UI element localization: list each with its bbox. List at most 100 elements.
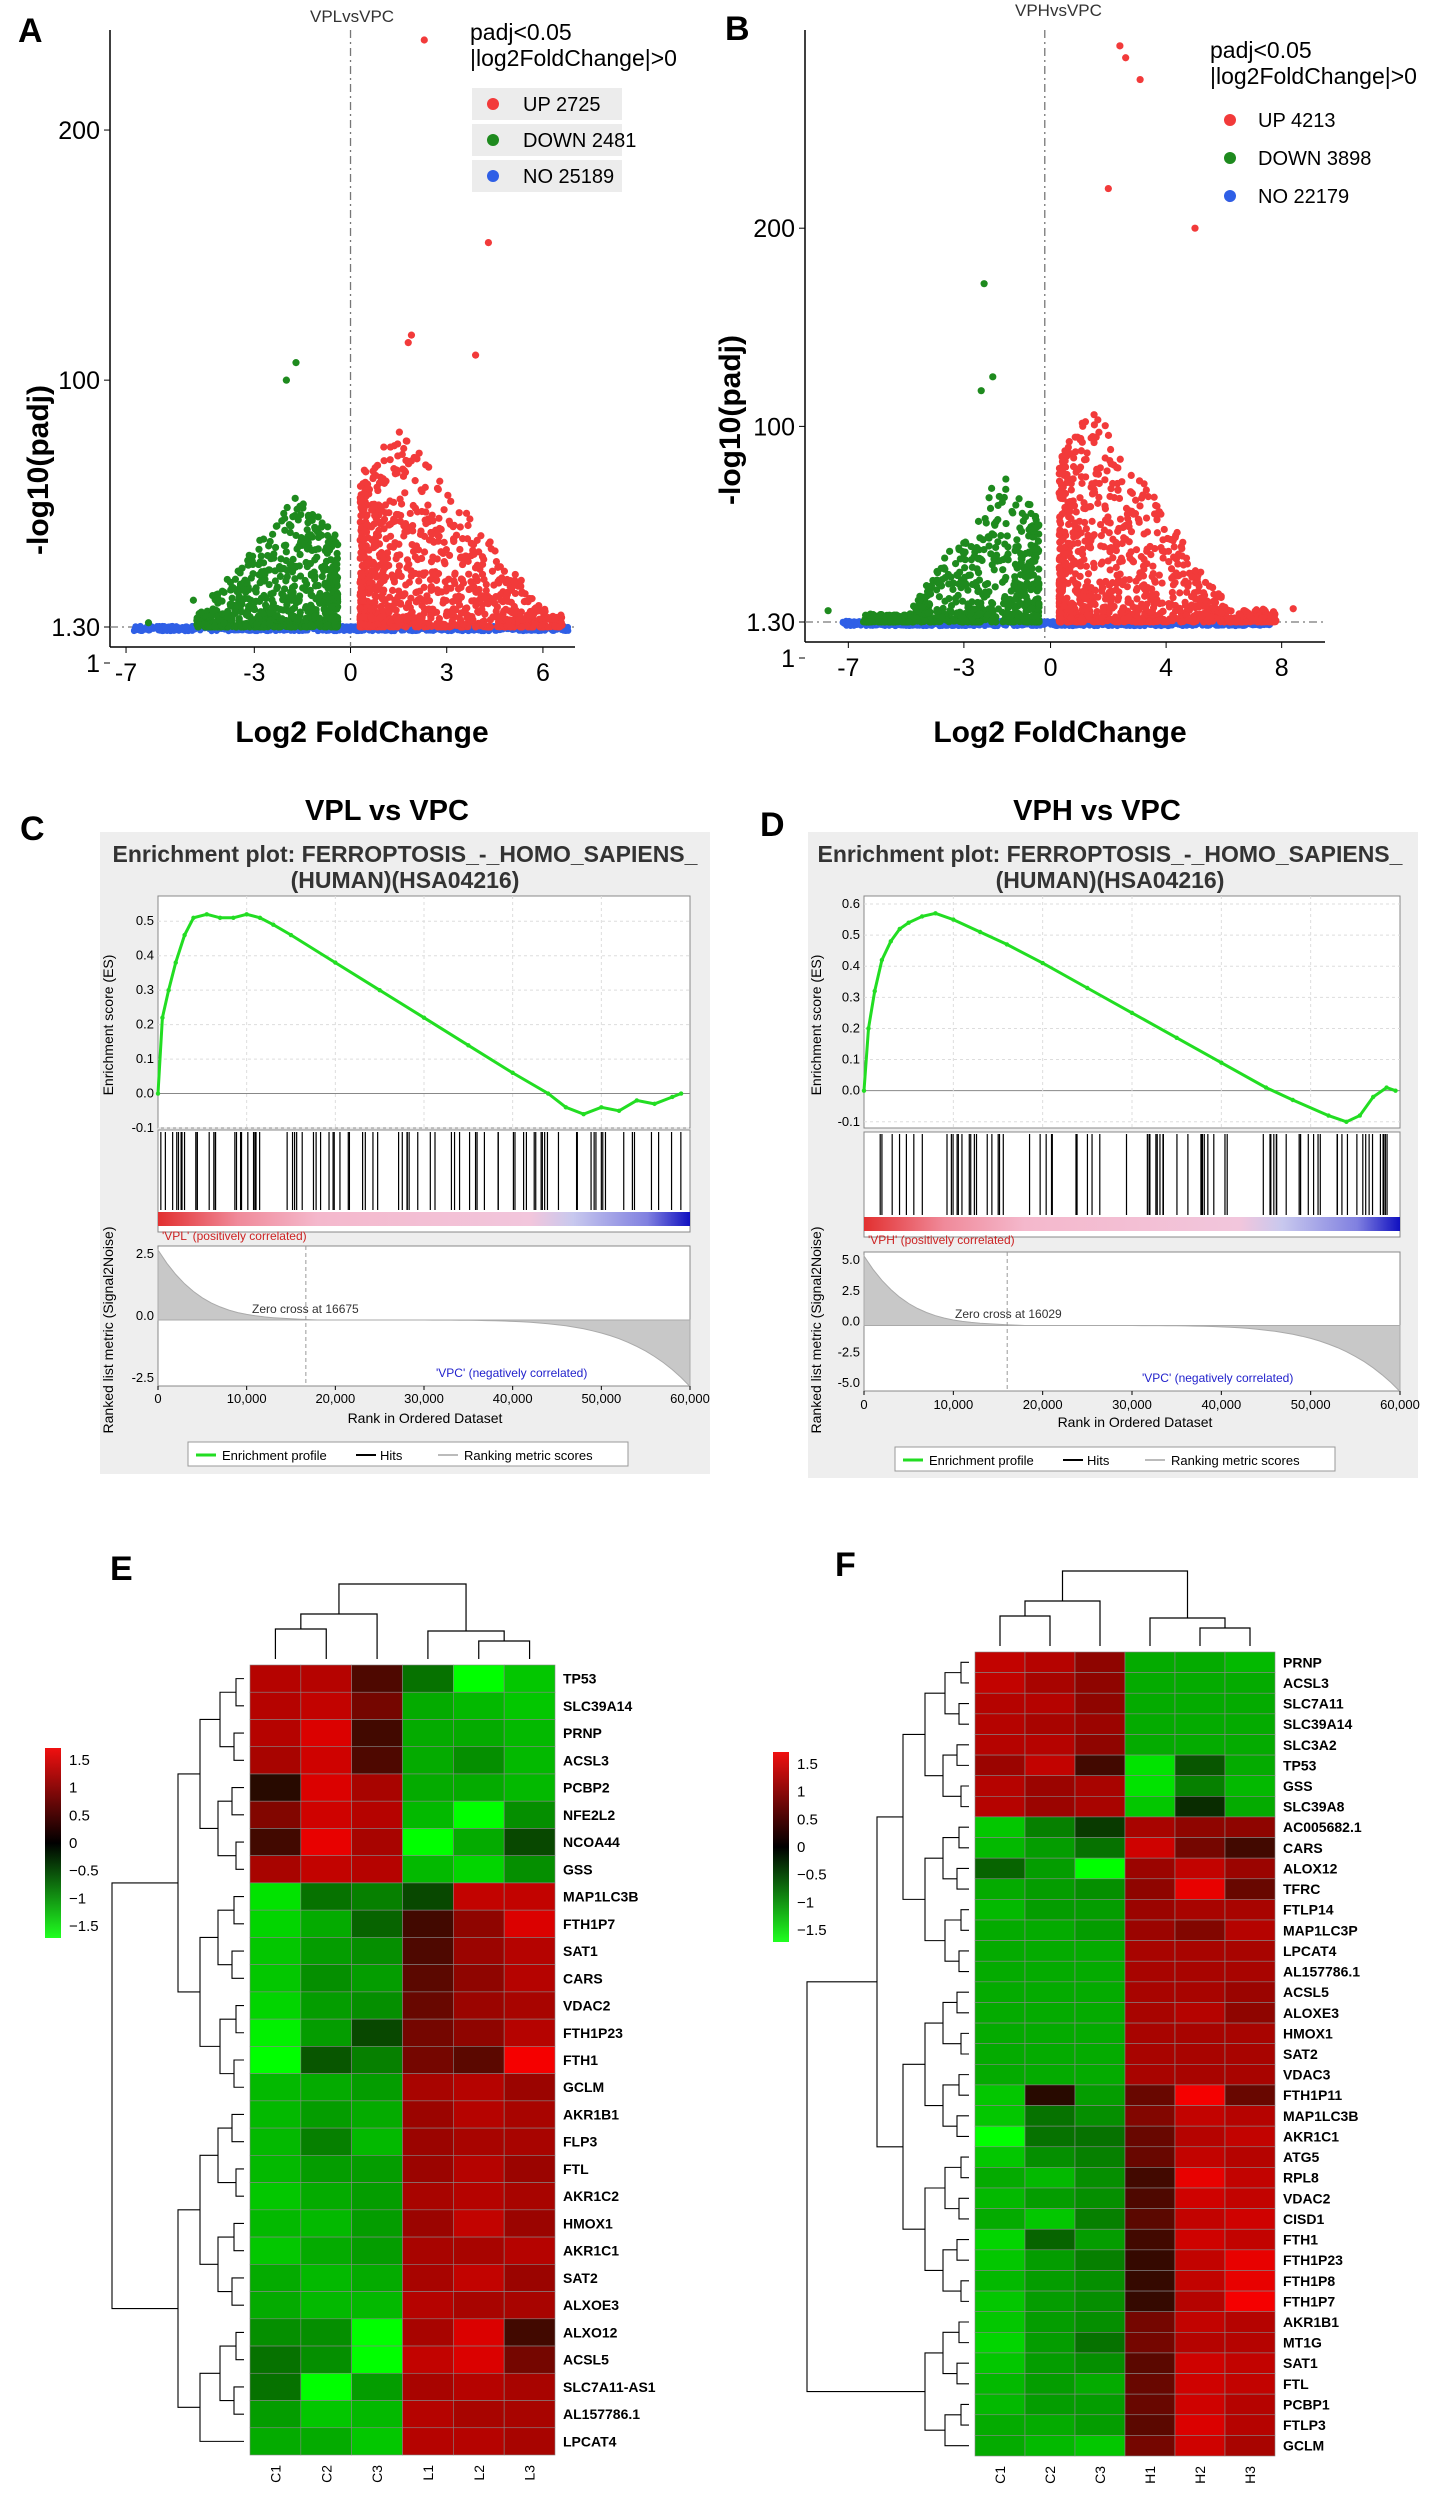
panel-label-b: B <box>725 10 750 48</box>
point-up <box>1071 433 1079 441</box>
point-up <box>390 465 398 473</box>
point-up <box>401 468 410 476</box>
point-up <box>1056 519 1065 528</box>
point-up <box>394 452 402 460</box>
point-down <box>260 591 268 600</box>
point-down <box>259 559 268 567</box>
point-down <box>1016 524 1024 532</box>
point-down <box>985 494 993 502</box>
point-up <box>434 531 442 539</box>
point-up <box>483 598 491 606</box>
point-up <box>450 536 458 545</box>
point-down <box>927 582 936 590</box>
point-up <box>410 453 418 462</box>
point-down <box>918 603 926 611</box>
point-up <box>459 608 467 617</box>
point-down <box>261 601 270 609</box>
point-down <box>317 523 325 531</box>
point-up <box>519 616 527 624</box>
point-down <box>251 598 259 606</box>
point-up <box>428 511 436 519</box>
point-down <box>268 596 276 604</box>
point-down <box>311 525 319 533</box>
point-down <box>921 617 929 625</box>
point-down <box>281 526 289 534</box>
point-up <box>470 597 478 605</box>
point-down <box>255 571 263 579</box>
point-up <box>1094 499 1102 507</box>
point-up <box>500 607 508 615</box>
point-down <box>1013 536 1021 544</box>
point-down <box>1028 557 1036 565</box>
point-up <box>500 567 509 575</box>
point-up <box>1140 480 1148 488</box>
point-up <box>1173 528 1181 537</box>
point-up <box>364 559 373 568</box>
point-up <box>510 577 518 585</box>
point-down <box>271 577 279 585</box>
point-down <box>249 603 258 611</box>
point-down <box>941 554 949 562</box>
point-outlier <box>292 359 300 367</box>
point-down <box>282 548 290 556</box>
point-down <box>291 494 299 502</box>
point-up <box>1097 560 1105 568</box>
point-down <box>977 555 985 563</box>
point-up <box>424 501 432 509</box>
point-up <box>445 551 454 560</box>
x-tick-label: -7 <box>837 654 859 682</box>
point-down <box>1002 485 1010 493</box>
point-down <box>1004 556 1012 564</box>
point-up <box>1132 546 1141 554</box>
point-down <box>968 563 976 571</box>
point-up <box>402 623 410 631</box>
point-up <box>367 586 375 595</box>
point-down <box>293 615 301 623</box>
point-down <box>298 539 306 547</box>
point-up <box>434 485 442 493</box>
point-up <box>381 563 389 572</box>
point-down <box>323 544 332 553</box>
point-up <box>388 571 396 579</box>
point-up <box>361 621 369 629</box>
point-up <box>396 599 405 607</box>
point-up <box>411 569 419 578</box>
point-up <box>537 607 545 615</box>
legend-a-title1: padj<0.05 <box>470 19 572 45</box>
point-down <box>986 504 995 512</box>
point-up <box>411 477 419 485</box>
point-up <box>1151 578 1159 586</box>
point-up <box>380 443 388 451</box>
point-down <box>307 601 315 609</box>
panel-label-a: A <box>18 12 43 50</box>
point-down <box>253 620 261 629</box>
point-up <box>377 551 386 559</box>
point-up <box>441 560 449 568</box>
point-up <box>538 621 546 629</box>
point-up <box>402 437 410 445</box>
point-up <box>469 616 477 624</box>
point-up <box>370 542 378 550</box>
point-up <box>518 623 526 631</box>
point-down <box>266 609 275 617</box>
point-down <box>323 621 331 630</box>
point-down <box>285 593 293 601</box>
point-down <box>226 600 234 608</box>
point-up <box>551 622 559 630</box>
point-up <box>473 561 482 569</box>
point-up <box>415 449 423 457</box>
point-up <box>440 506 448 514</box>
point-up <box>456 523 464 531</box>
point-up <box>1167 565 1176 573</box>
point-down <box>257 552 265 560</box>
point-down <box>957 584 965 592</box>
point-up <box>372 530 381 538</box>
point-up <box>415 618 423 626</box>
point-down <box>979 536 987 544</box>
volcano-b-title: VPHvsVPC <box>1015 1 1102 20</box>
x-tick-label: -7 <box>115 659 137 687</box>
